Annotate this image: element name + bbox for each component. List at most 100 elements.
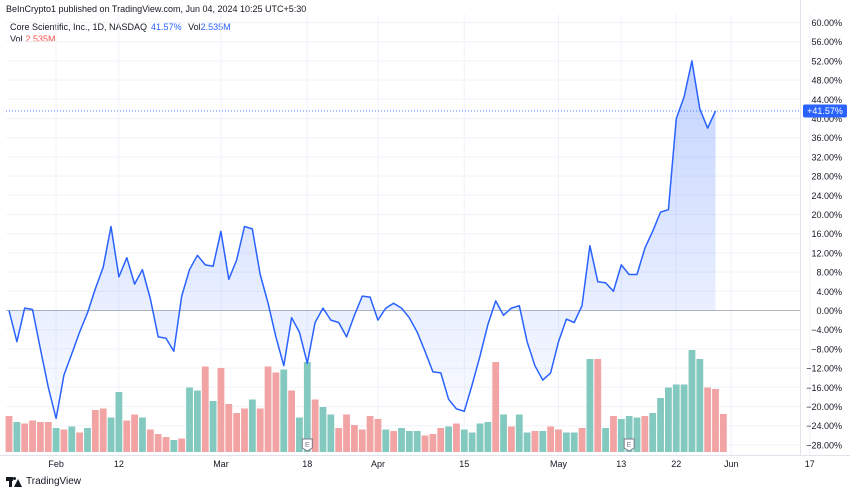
y-tick-label: −8.00%: [811, 344, 842, 354]
x-tick-label: May: [550, 459, 568, 469]
y-tick-label: 4.00%: [816, 287, 842, 297]
volume-bar: [107, 417, 115, 452]
volume-bar: [704, 387, 712, 452]
change-value: 41.57%: [151, 22, 182, 32]
volume-bar: [649, 413, 657, 452]
volume-bar: [288, 390, 295, 452]
y-tick-label: 8.00%: [816, 268, 842, 278]
volume-bar: [625, 416, 633, 452]
y-tick-label: 20.00%: [811, 210, 842, 220]
volume-bar: [578, 428, 586, 452]
volume-bar: [405, 431, 413, 452]
volume-bar: [186, 387, 193, 452]
volume-bar: [264, 366, 272, 452]
volume-bar: [460, 429, 468, 452]
volume-bar: [319, 407, 327, 452]
volume-bar: [60, 429, 68, 452]
x-tick-label: 22: [671, 459, 681, 469]
volume-bar: [390, 431, 398, 452]
y-tick-label: 24.00%: [811, 191, 842, 201]
publisher-caption: BeInCrypto1 published on TradingView.com…: [6, 4, 307, 14]
volume-bar: [366, 416, 374, 452]
volume-bar: [515, 414, 523, 452]
y-tick-label: 28.00%: [811, 172, 842, 182]
y-tick-label: −20.00%: [806, 402, 842, 412]
chart-legend: Core Scientific, Inc., 1D, NASDAQ 41.57% …: [10, 22, 231, 32]
volume-bar: [617, 419, 625, 452]
volume-bar: [500, 414, 507, 452]
volume-bar: [484, 422, 492, 452]
x-tick-label: Mar: [213, 459, 229, 469]
volume-bar: [602, 428, 609, 452]
volume-bar: [508, 426, 515, 452]
volume-bar: [657, 398, 664, 452]
volume-bar: [233, 413, 241, 452]
volume-bar: [248, 399, 256, 452]
volume-bar: [29, 420, 36, 452]
volume-bar: [115, 392, 123, 452]
volume-label: Vol: [188, 22, 201, 32]
volume-bar: [131, 414, 138, 452]
volume-bar: [453, 423, 460, 452]
y-tick-label: 16.00%: [811, 229, 842, 239]
x-tick-label: Apr: [371, 459, 385, 469]
volume-study-value: 2.535M: [25, 34, 56, 44]
brand-label: TradingView: [26, 476, 82, 487]
last-value-badge: [803, 104, 847, 118]
volume-bar: [343, 414, 350, 452]
volume-bar: [311, 399, 319, 452]
x-tick-label: Jun: [724, 459, 739, 469]
x-tick-label: 12: [114, 459, 124, 469]
volume-bar: [37, 422, 44, 452]
volume-bar: [429, 434, 437, 452]
volume-bar: [280, 369, 288, 452]
volume-bar: [398, 428, 405, 452]
volume-bar: [523, 432, 531, 452]
volume-value: 2.535M: [200, 22, 231, 32]
volume-bar: [476, 423, 484, 452]
volume-bar: [680, 384, 688, 452]
volume-bar: [610, 416, 617, 452]
tradingview-logo[interactable]: TradingView: [6, 476, 81, 487]
volume-bar: [688, 350, 696, 452]
volume-legend: Vol 2.535M: [10, 34, 56, 44]
volume-bar: [445, 426, 452, 452]
y-tick-label: −4.00%: [811, 325, 842, 335]
symbol-label: Core Scientific, Inc., 1D, NASDAQ: [10, 22, 148, 32]
y-tick-label: −28.00%: [806, 440, 842, 450]
volume-bar: [99, 408, 107, 452]
y-tick-label: −12.00%: [806, 364, 842, 374]
earnings-marker-icon: E: [623, 438, 635, 452]
volume-bar: [712, 389, 719, 452]
volume-bar: [170, 440, 178, 452]
volume-bar: [21, 423, 29, 452]
volume-study-label: Vol: [10, 34, 23, 44]
volume-bar: [296, 417, 303, 452]
earnings-marker-icon: E: [301, 438, 313, 452]
volume-bar: [633, 417, 641, 452]
y-tick-label: 40.00%: [811, 114, 842, 124]
x-tick-label: 15: [459, 459, 469, 469]
volume-bar: [5, 416, 13, 452]
volume-bar: [209, 401, 217, 452]
volume-bar: [492, 362, 500, 452]
volume-bar: [719, 413, 727, 452]
volume-bar: [468, 432, 476, 452]
volume-bar: [562, 432, 570, 452]
svg-text:E: E: [305, 442, 310, 449]
y-tick-label: 60.00%: [811, 18, 842, 28]
volume-bar: [162, 437, 170, 452]
volume-bar: [327, 414, 335, 452]
volume-bar: [374, 419, 382, 452]
volume-bar: [84, 428, 91, 452]
volume-bar: [641, 416, 649, 452]
volume-bar: [351, 425, 358, 452]
y-tick-label: 12.00%: [811, 248, 842, 258]
y-tick-label: 0.00%: [816, 306, 842, 316]
y-tick-label: 36.00%: [811, 133, 842, 143]
volume-bar: [217, 368, 225, 452]
volume-bar: [672, 384, 680, 452]
volume-bar: [413, 431, 421, 452]
volume-bar: [76, 432, 84, 452]
